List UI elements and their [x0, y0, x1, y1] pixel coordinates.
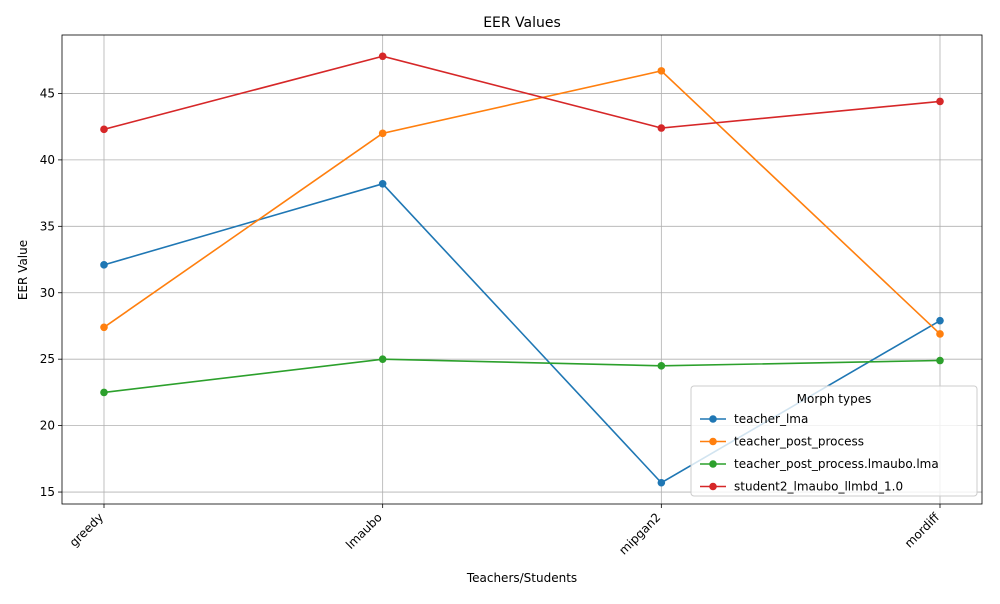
- data-point: [936, 356, 944, 365]
- data-point: [936, 97, 944, 106]
- legend-box: [690, 385, 978, 497]
- data-point: [657, 478, 666, 487]
- series-teacher_post_process: [100, 67, 944, 338]
- data-point: [378, 180, 387, 188]
- series-teacher_post_process.lmaubo.lma: [100, 355, 944, 397]
- legend-marker: [709, 437, 717, 446]
- data-point: [657, 67, 666, 75]
- y-axis-label: EER Value: [16, 240, 30, 300]
- series-line: [103, 358, 941, 394]
- legend-title: Morph types: [797, 392, 872, 406]
- data-point: [657, 362, 666, 370]
- data-point: [378, 355, 387, 363]
- legend-marker: [709, 482, 717, 491]
- data-point: [100, 125, 108, 134]
- series-line: [103, 69, 941, 335]
- data-point: [100, 261, 108, 269]
- x-axis-label: Teachers/Students: [466, 571, 577, 585]
- plot-area-frame: [61, 34, 983, 505]
- legend-label: teacher_post_process.lmaubo.lma: [734, 457, 939, 471]
- y-tick-label: 20: [40, 419, 55, 433]
- data-point: [100, 388, 108, 397]
- legend-marker: [709, 460, 717, 468]
- y-tick-label: 35: [40, 219, 55, 233]
- series-student2_lmaubo_llmbd_1.0: [100, 52, 944, 134]
- y-tick-label: 45: [40, 86, 55, 100]
- x-tick-label: lmaubo: [343, 510, 385, 552]
- y-tick-label: 40: [40, 153, 55, 167]
- series-line: [103, 55, 941, 131]
- chart-title: EER Values: [483, 15, 561, 31]
- x-tick-label: mordiff: [902, 510, 943, 551]
- legend-label: teacher_post_process: [734, 435, 864, 449]
- data-point: [100, 323, 108, 332]
- x-tick-label: mipgan2: [616, 510, 663, 557]
- y-tick-label: 15: [40, 485, 55, 499]
- y-tick-label: 25: [40, 352, 55, 366]
- legend-label: student2_lmaubo_llmbd_1.0: [734, 480, 903, 494]
- legend-label: teacher_lma: [734, 412, 808, 426]
- data-point: [657, 124, 666, 132]
- grid-lines: [62, 35, 982, 504]
- data-point: [378, 52, 387, 61]
- legend-marker: [709, 415, 717, 423]
- data-point: [936, 330, 944, 338]
- data-point: [378, 129, 387, 138]
- data-point: [936, 316, 944, 325]
- y-tick-label: 30: [40, 286, 55, 300]
- legend: Morph types teacher_lma teacher_post_proc…: [690, 385, 978, 497]
- x-tick-label: greedy: [67, 510, 106, 549]
